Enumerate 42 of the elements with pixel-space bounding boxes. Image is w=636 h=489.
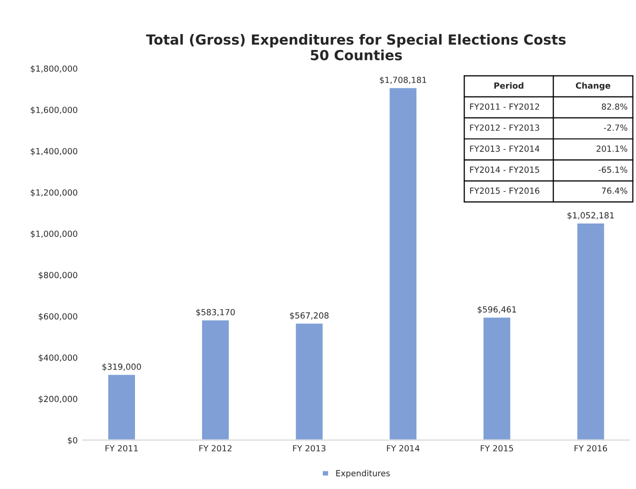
x-tick-label: FY 2011 [106, 445, 138, 452]
data-label: $567,208 [290, 312, 329, 320]
annotation: FY2013 - FY2014 [470, 146, 540, 152]
y-tick-label: $800,000 [38, 272, 78, 280]
y-tick-label: $400,000 [38, 354, 78, 362]
data-label: $319,000 [102, 363, 141, 371]
data-label: $596,461 [478, 306, 516, 314]
annotation: Change [576, 82, 610, 90]
annotation: -65.1% [598, 166, 628, 173]
bar [106, 374, 136, 440]
annotation: 201.1% [596, 146, 628, 152]
annotation: Period [494, 82, 524, 89]
annotation: FY2012 - FY2013 [470, 124, 540, 131]
x-tick-label: FY 2013 [293, 445, 326, 452]
x-tick-label: FY 2016 [574, 445, 608, 452]
bar [482, 316, 512, 440]
bar [200, 319, 230, 440]
chart-title: Total (Gross) Expenditures for Special Elections Costs 50 Counties [146, 34, 566, 60]
data-label: $1,052,181 [568, 212, 614, 220]
y-tick-label: $200,000 [38, 396, 78, 404]
y-tick-label: $0 [68, 436, 78, 444]
annotation: FY2014 - FY2015 [470, 166, 540, 173]
data-label: $1,708,181 [380, 76, 426, 84]
annotation: -2.7% [604, 124, 628, 131]
y-tick-label: $1,000,000 [30, 230, 78, 238]
y-tick-label: $1,200,000 [30, 189, 78, 197]
y-tick-label: $1,800,000 [30, 65, 78, 73]
bar [294, 322, 324, 440]
data-label: $583,170 [196, 308, 235, 316]
y-tick-label: $600,000 [38, 313, 78, 321]
bar [576, 222, 606, 440]
x-tick-label: FY 2012 [199, 445, 232, 452]
annotation: FY2011 - FY2012 [470, 103, 540, 110]
legend-label: Expenditures [336, 470, 390, 478]
bar [388, 86, 418, 440]
annotation: 76.4% [602, 188, 628, 194]
annotation: FY2015 - FY2016 [470, 188, 540, 194]
x-tick-label: FY 2014 [387, 445, 420, 452]
y-tick-label: $1,400,000 [30, 148, 78, 156]
y-tick-label: $1,600,000 [30, 106, 78, 114]
annotation: 82.8% [602, 103, 628, 110]
x-tick-label: FY 2015 [480, 445, 514, 452]
